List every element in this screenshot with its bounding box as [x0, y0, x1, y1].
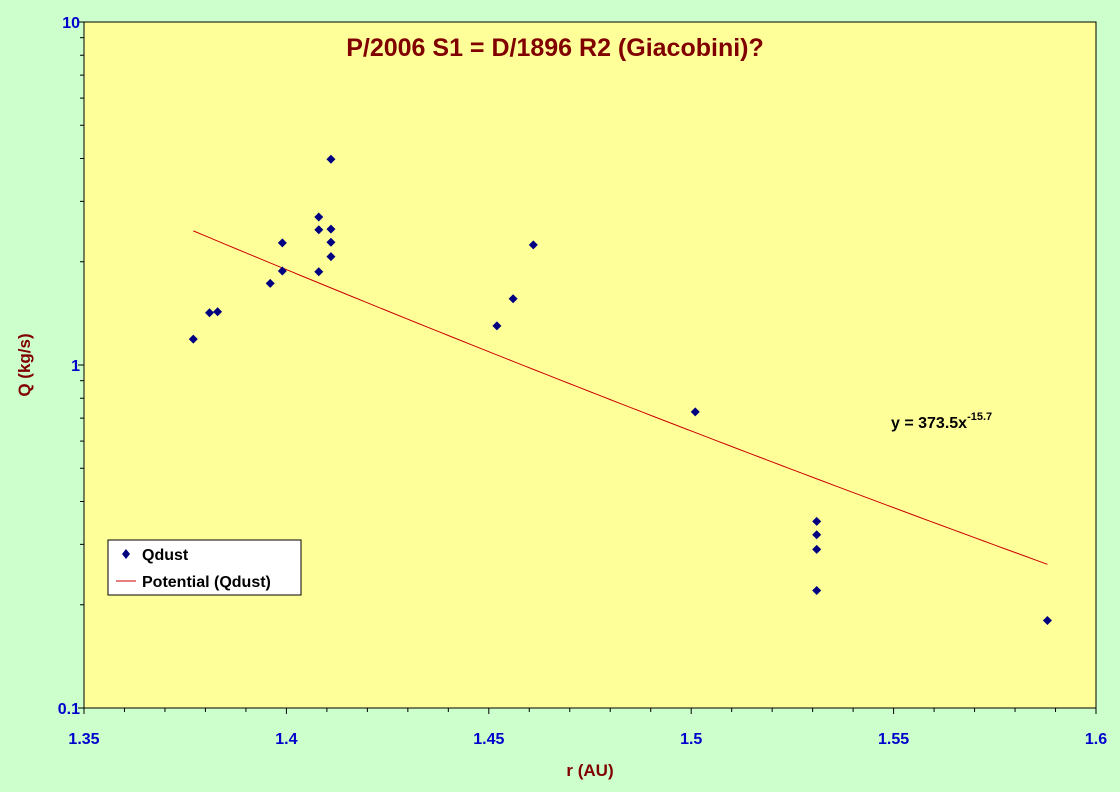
trendline-equation: y = 373.5x-15.7	[891, 411, 992, 432]
data-point	[690, 407, 700, 417]
data-point	[277, 238, 287, 248]
legend-marker-qdust	[122, 549, 130, 559]
y-axis-title: Q (kg/s)	[15, 333, 34, 396]
axis-ticks-group: 1.35 1.4 1.45 1.5 1.55 1.6 0.1 1 10	[58, 15, 1107, 748]
y-tick-label: 10	[62, 15, 80, 32]
data-point	[326, 154, 336, 164]
plot-area	[83, 21, 1097, 709]
x-tick-label: 1.45	[473, 731, 504, 748]
trendline-equation-exponent: -15.7	[967, 411, 992, 423]
legend: Qdust Potential (Qdust)	[107, 539, 302, 596]
data-point	[314, 225, 324, 235]
data-point	[204, 308, 214, 318]
x-tick-label: 1.6	[1085, 731, 1107, 748]
data-point	[326, 237, 336, 247]
data-point	[812, 530, 822, 540]
data-points-group	[188, 154, 1052, 625]
trendline-group	[193, 230, 1048, 565]
chart-title: P/2006 S1 = D/1896 R2 (Giacobini)?	[346, 34, 764, 62]
data-point	[812, 516, 822, 526]
x-tick-label: 1.35	[68, 731, 99, 748]
legend-box	[107, 539, 302, 596]
data-point	[812, 544, 822, 554]
data-point	[188, 334, 198, 344]
data-point	[1042, 615, 1052, 625]
data-point	[492, 321, 502, 331]
data-point	[326, 252, 336, 262]
data-point	[314, 267, 324, 277]
x-axis-title: r (AU)	[566, 761, 613, 780]
y-tick-label: 0.1	[58, 701, 80, 718]
data-point	[314, 212, 324, 222]
x-tick-label: 1.4	[275, 731, 297, 748]
data-point	[213, 307, 223, 317]
legend-label-potential: Potential (Qdust)	[142, 574, 271, 591]
trendline-equation-base: y = 373.5x	[891, 415, 967, 432]
data-point	[528, 240, 538, 250]
data-point	[277, 266, 287, 276]
data-point	[326, 224, 336, 234]
legend-label-qdust: Qdust	[142, 547, 189, 564]
x-tick-label: 1.5	[680, 731, 702, 748]
data-point	[812, 586, 822, 596]
data-point	[508, 294, 518, 304]
x-tick-label: 1.55	[878, 731, 909, 748]
data-point	[265, 278, 275, 288]
y-tick-label: 1	[71, 358, 80, 375]
trendline-path	[193, 230, 1048, 565]
